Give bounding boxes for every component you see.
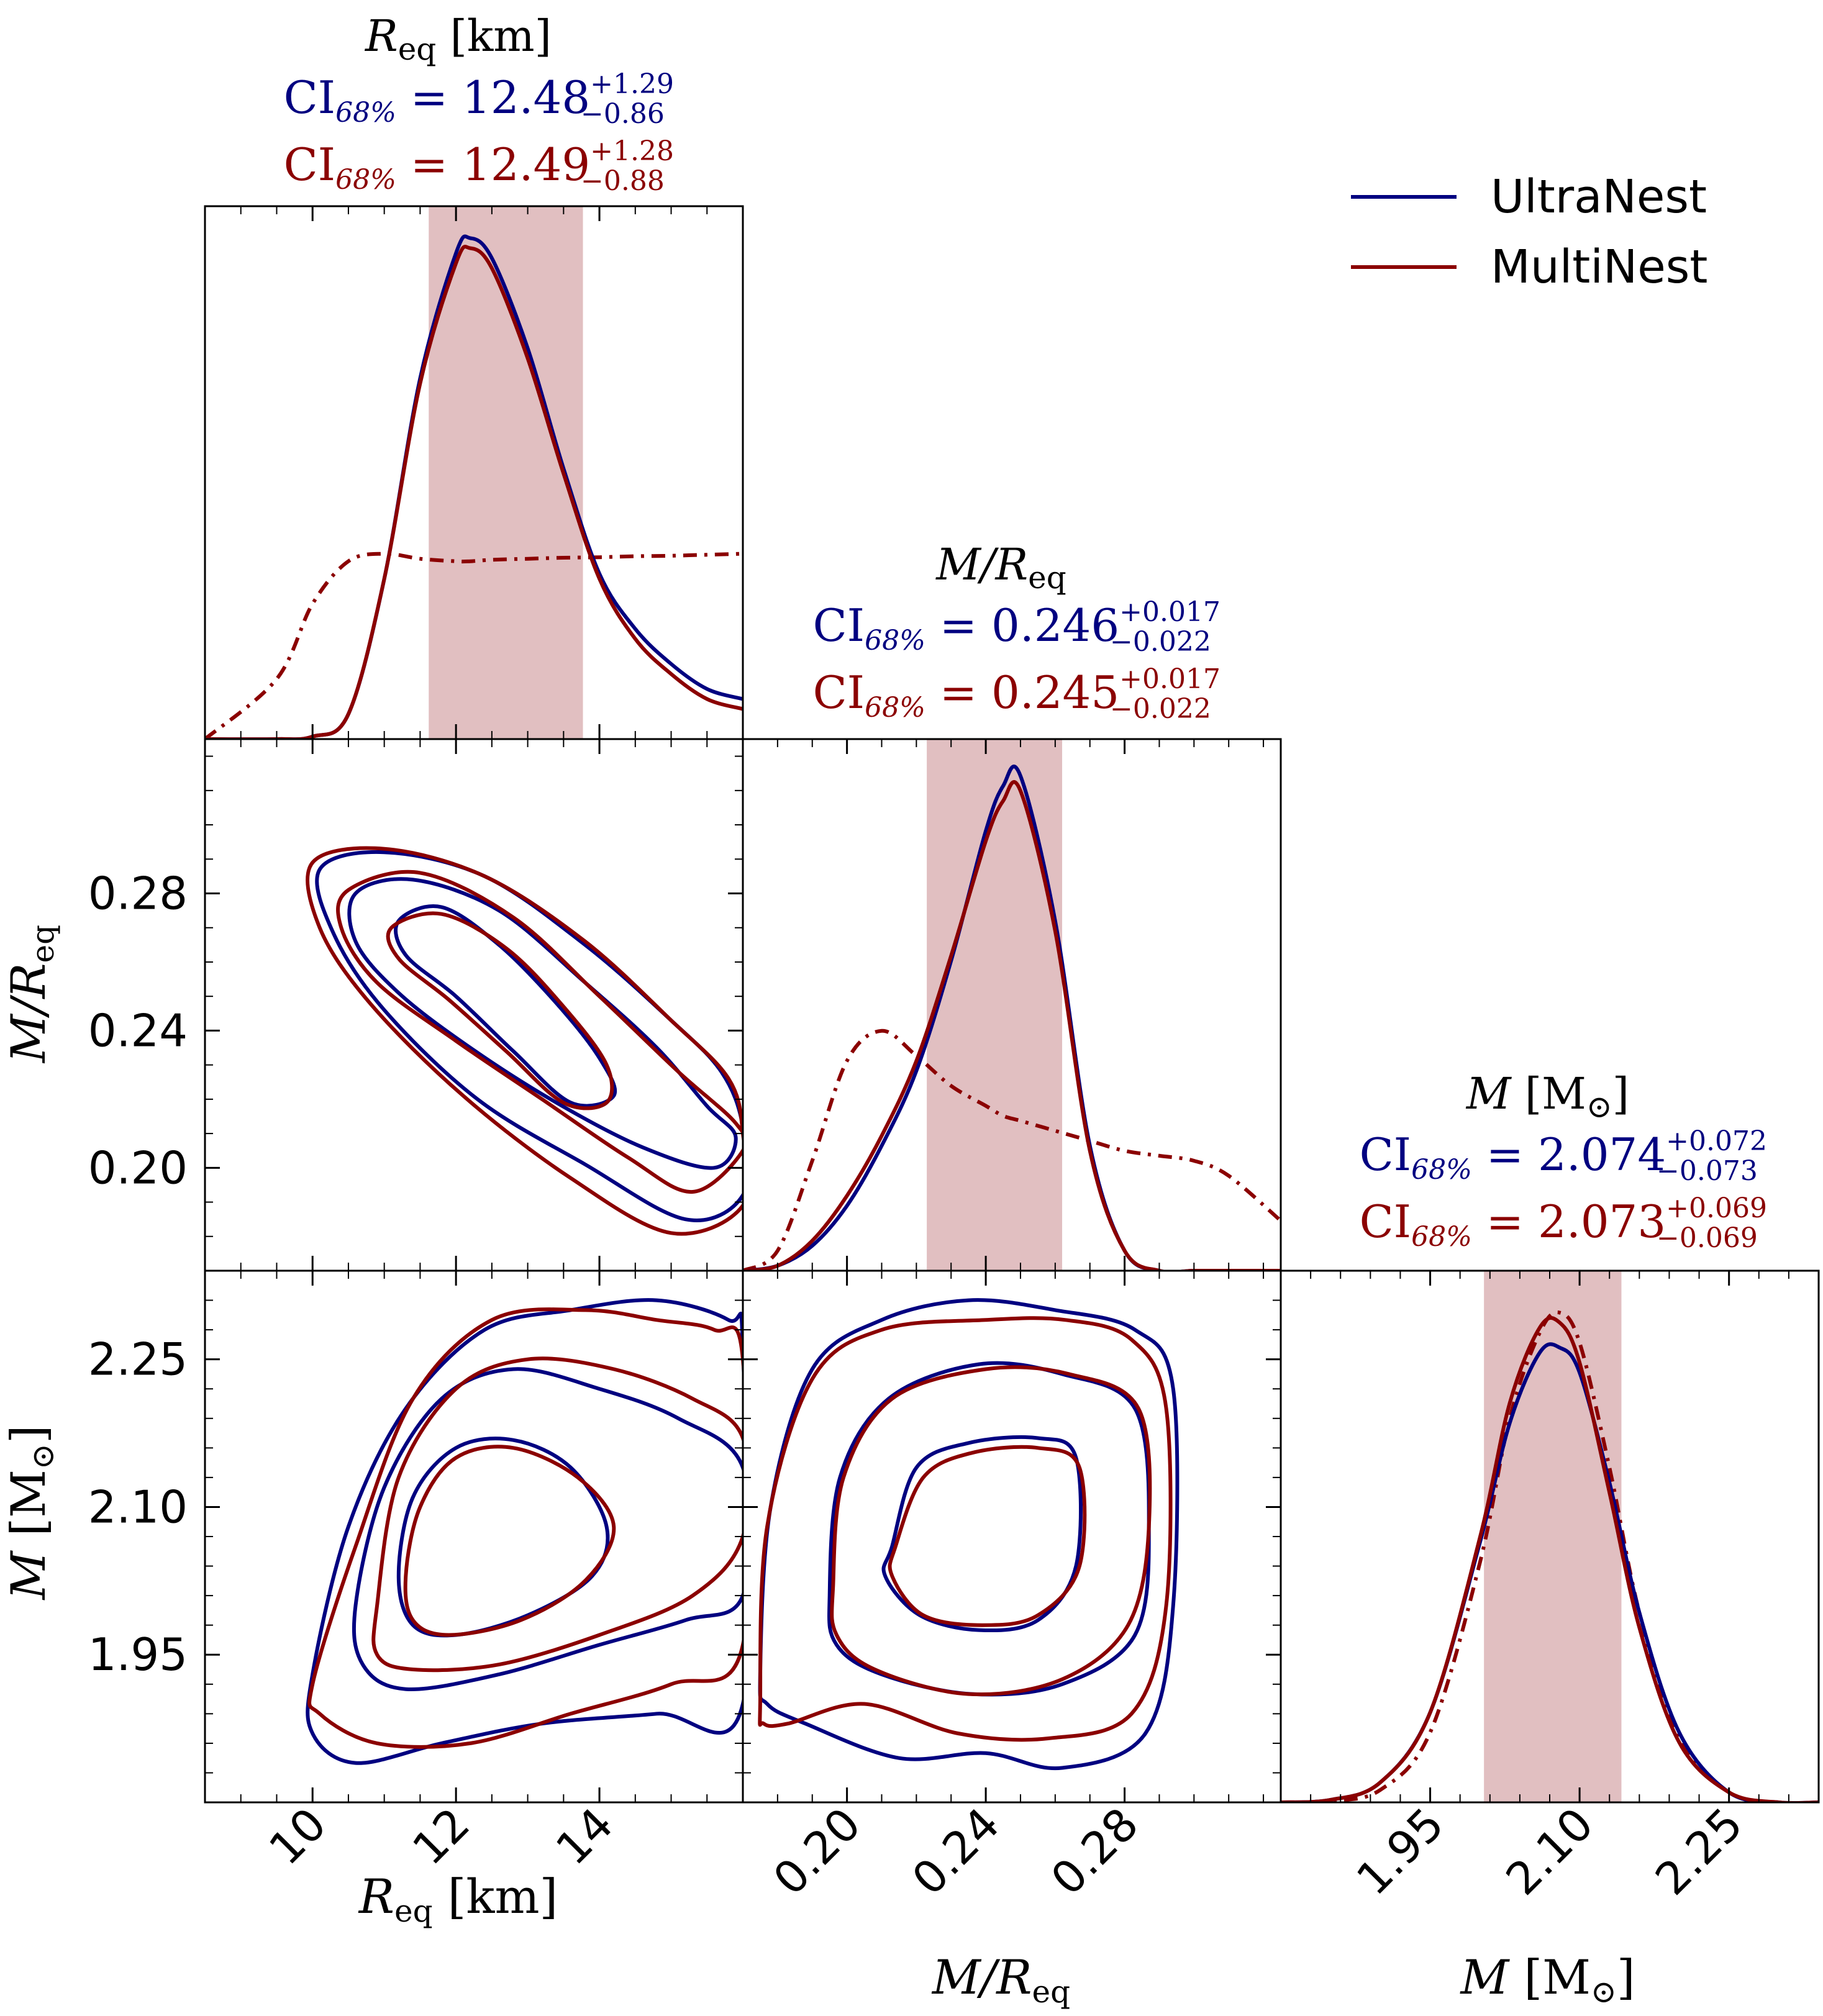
title-req: Req [km] CI68% = 12.48+1.29 −0.86 CI68% =…	[284, 11, 674, 197]
title-m: M [M⊙] CI68% = 2.074+0.072 −0.073 CI68% =…	[1360, 1068, 1767, 1254]
title-req-ci-multinest: CI68% = 12.49+1.28 −0.88	[284, 135, 674, 197]
xlabel-mr: M/Req	[931, 1950, 1070, 2010]
x-tick-label-m: 1.95	[1347, 1798, 1454, 1905]
x-tick-label-mr: 0.24	[902, 1798, 1009, 1905]
ci68-band-m	[1484, 1271, 1622, 1802]
title-mr-ci-multinest: CI68% = 0.245+0.017 −0.022	[813, 663, 1221, 725]
contour-multinest-m_vs_mr-2	[758, 1316, 1173, 1742]
title-m-ci-ultranest: CI68% = 2.074+0.072 −0.073	[1360, 1125, 1767, 1187]
x-axis-label-req: Req [km]	[358, 1869, 558, 1929]
panel-req-vs-req	[204, 205, 744, 740]
panel-mr-vs-req: 0.20 0.24 0.28	[88, 738, 744, 1272]
xlabel-m: M [M⊙]	[1459, 1950, 1635, 2010]
contour-ultranest-m_vs_mr-2	[758, 1298, 1180, 1771]
title-mr-ci-ultranest: CI68% = 0.246+0.017 −0.022	[813, 596, 1221, 658]
y-axis-label-m: M [M⊙]	[1, 1425, 61, 1601]
panel-mr-vs-mr	[742, 738, 1282, 1272]
xlabel-req: Req [km]	[358, 1869, 558, 1929]
x-axis-label-m: M [M⊙]	[1459, 1950, 1635, 2010]
contour-ultranest-m_vs_mr-0	[881, 1435, 1083, 1633]
contour-multinest-m_vs_req-1	[371, 1356, 743, 1673]
y-tick-label-mr: 0.20	[88, 1142, 188, 1194]
marginal-multinest-req	[205, 245, 743, 739]
marginal-multinest-mr	[743, 780, 1281, 1271]
panel-frame	[742, 1269, 1282, 1804]
marginal-prior-req	[205, 552, 743, 739]
x-tick-label-m: 2.25	[1645, 1798, 1753, 1905]
contour-ultranest-mr_vs_req-1	[347, 877, 738, 1170]
contour-multinest-m_vs_req-2	[307, 1307, 743, 1749]
y-tick-label-m: 1.95	[88, 1628, 188, 1681]
y-tick-label-mr: 0.28	[88, 868, 188, 920]
panel-m-vs-m: 1.95 2.10 2.25	[1280, 1269, 1820, 1905]
marginal-prior-mr	[743, 1028, 1281, 1271]
title-m-ci-multinest: CI68% = 2.073+0.069 −0.069	[1360, 1192, 1767, 1254]
ylabel-mr: M/Req	[1, 925, 61, 1064]
panel-m-vs-mr: 0.20 0.24 0.28	[742, 1269, 1282, 1905]
y-axis-label-mr: M/Req	[1, 925, 61, 1064]
panel-frame	[204, 738, 744, 1272]
title-mr: M/Req CI68% = 0.246+0.017 −0.022 CI68% = …	[813, 539, 1221, 725]
contour-multinest-m_vs_req-0	[403, 1445, 616, 1637]
x-tick-label-mr: 0.20	[763, 1798, 871, 1905]
legend-label-ultranest: UltraNest	[1491, 170, 1707, 224]
legend: UltraNest MultiNest	[1351, 170, 1707, 294]
contour-multinest-mr_vs_req-1	[336, 870, 743, 1194]
x-axis-label-mr: M/Req	[931, 1950, 1070, 2010]
y-tick-label-m: 2.10	[88, 1481, 188, 1533]
contour-multinest-mr_vs_req-0	[386, 911, 614, 1110]
title-req-label: Req [km]	[364, 11, 552, 67]
contour-multinest-mr_vs_req-2	[306, 846, 743, 1236]
panel-m-vs-req: 10 12 14 1.95 2.10 2.25	[88, 1269, 744, 1875]
x-tick-label-req: 10	[259, 1798, 336, 1875]
x-tick-label-req: 14	[546, 1798, 623, 1875]
title-mr-label: M/Req	[935, 539, 1066, 596]
contour-ultranest-m_vs_req-1	[352, 1367, 743, 1692]
ci68-band-mr	[927, 739, 1063, 1271]
contour-multinest-m_vs_mr-1	[830, 1365, 1152, 1697]
contour-multinest-m_vs_mr-0	[888, 1445, 1087, 1627]
marginal-prior-m	[1281, 1310, 1819, 1802]
y-tick-label-mr: 0.24	[88, 1004, 188, 1056]
legend-label-multinest: MultiNest	[1491, 240, 1707, 294]
panel-frame	[204, 1269, 744, 1804]
contour-ultranest-m_vs_req-0	[396, 1437, 610, 1638]
title-req-ci-ultranest: CI68% = 12.48+1.29 −0.86	[284, 68, 674, 130]
marginal-multinest-m	[1281, 1316, 1819, 1802]
x-tick-label-m: 2.10	[1496, 1798, 1603, 1905]
title-m-label: M [M⊙]	[1465, 1068, 1629, 1125]
y-tick-label-m: 2.25	[88, 1333, 188, 1386]
x-tick-label-mr: 0.28	[1041, 1798, 1148, 1905]
x-tick-label-req: 12	[402, 1798, 480, 1875]
contour-ultranest-mr_vs_req-2	[315, 850, 743, 1222]
ylabel-m: M [M⊙]	[1, 1425, 61, 1601]
